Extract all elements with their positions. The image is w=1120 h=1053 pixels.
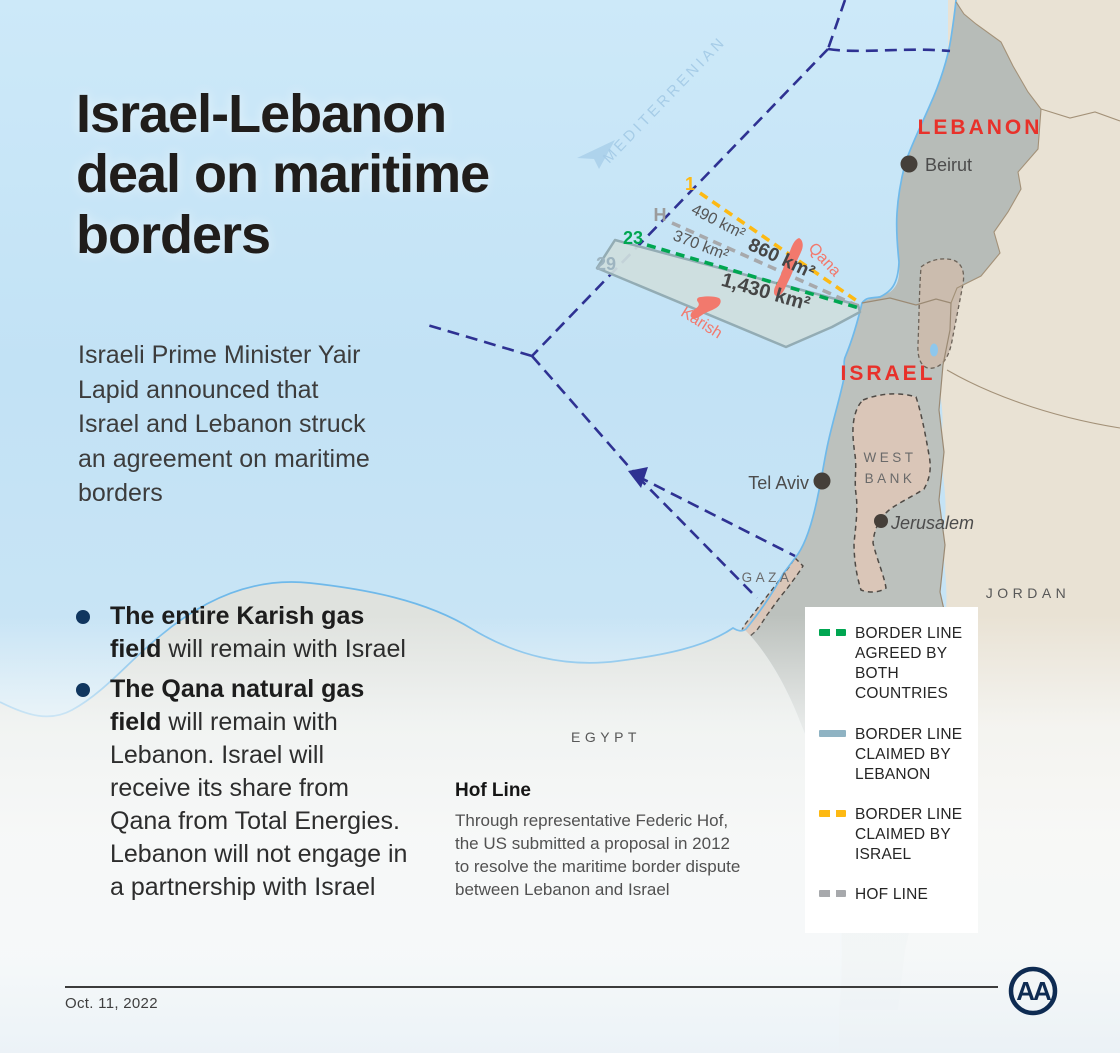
legend-item-agreed: BORDER LINE AGREED BY BOTH COUNTRIES [819,624,968,705]
eez-line-lebanon-syria [827,47,951,53]
line-1-label: 1 [685,174,695,194]
disputed-zone [595,238,862,349]
beirut-dot [900,155,918,173]
jerusalem-dot [874,514,888,528]
west-bank-area [852,393,931,593]
country-label-lebanon: LEBANON [918,116,1043,139]
lebanon-syria-border [950,1,1042,304]
aa-logo-letters: AA [1016,976,1052,1006]
line-29-label: 29 [596,254,616,274]
legend: BORDER LINE AGREED BY BOTH COUNTRIES BOR… [805,607,978,933]
footer-divider [65,986,998,988]
eez-lines [423,0,951,599]
line-1-israel-claim [698,191,862,305]
gaza-label: GAZA [742,570,793,585]
eez-arrowhead [628,467,648,488]
qana-gas-field [773,238,803,296]
yellow-dashed-line-swatch [819,809,846,817]
steel-solid-line-swatch [819,729,846,737]
publish-date: Oct. 11, 2022 [65,995,158,1012]
syria-jordan-border [1040,108,1120,122]
hof-note-body: Through representative Federic Hof, the … [455,811,741,900]
tel-aviv-label: Tel Aviv [748,473,809,493]
list-item-qana: The Qana natural gas field will remain w… [74,673,410,904]
hof-note-title: Hof Line [455,780,531,801]
legend-label: BORDER LINE AGREED BY BOTH COUNTRIES [855,625,963,703]
legend-label: HOF LINE [855,886,929,904]
aa-logo-ring [1008,966,1058,1016]
west-bank-label-1: WEST [864,450,917,465]
eez-line-north [826,0,847,50]
legend-label: BORDER LINE CLAIMED BY ISRAEL [855,805,963,864]
eez-fork-lower [636,475,758,599]
coastline [0,0,957,718]
legend-item-hof: HOF LINE [819,885,968,905]
green-dashed-line-swatch [819,629,846,636]
legend-item-israel-claim: BORDER LINE CLAIMED BY ISRAEL [819,805,968,865]
hof-line-label: H [654,205,667,225]
compass-arrow-icon [577,140,615,169]
intro-text: Israeli Prime Minister Yair Lapid announ… [78,341,370,507]
legend-label: BORDER LINE CLAIMED BY LEBANON [855,725,963,783]
line-23-label: 23 [623,228,643,248]
line-23-agreed [646,243,860,310]
karish-gas-field [690,296,721,319]
list-item-karish: The entire Karish gas field will remain … [74,600,410,666]
aa-logo: AA [1008,966,1058,1016]
golan-area [917,258,965,369]
key-points-list: The entire Karish gas field will remain … [74,600,410,911]
jerusalem-label: Jerusalem [890,513,974,533]
country-label-jordan: JORDAN [986,585,1071,601]
eez-fork-upper [636,474,796,558]
west-bank-label-2: BANK [865,471,916,486]
sea-of-galilee [930,343,938,357]
bullet-rest: will remain with Israel [161,635,406,663]
tel-aviv-dot [813,472,831,490]
gray-dashed-line-swatch [819,890,846,898]
bullet-lead: The entire Karish gas field [110,602,365,663]
country-label-israel: ISRAEL [840,362,935,385]
beirut-label: Beirut [925,155,972,175]
lebanon-israel-border [861,297,952,306]
country-label-egypt: EGYPT [571,729,641,745]
israel-jordan-border-east [946,369,1120,429]
bullet-rest: will remain with Lebanon. Israel will re… [110,708,408,901]
page-title: Israel-Lebanon deal on maritime borders [76,84,490,265]
legend-item-lebanon-claim: BORDER LINE CLAIMED BY LEBANON [819,725,968,785]
hof-line [671,221,859,308]
eez-line-south [531,355,638,477]
bullet-lead: The Qana natural gas field [110,675,365,736]
hof-line-note: Hof Line Through representative Federic … [455,780,743,901]
eez-line-diagonal [531,48,829,357]
